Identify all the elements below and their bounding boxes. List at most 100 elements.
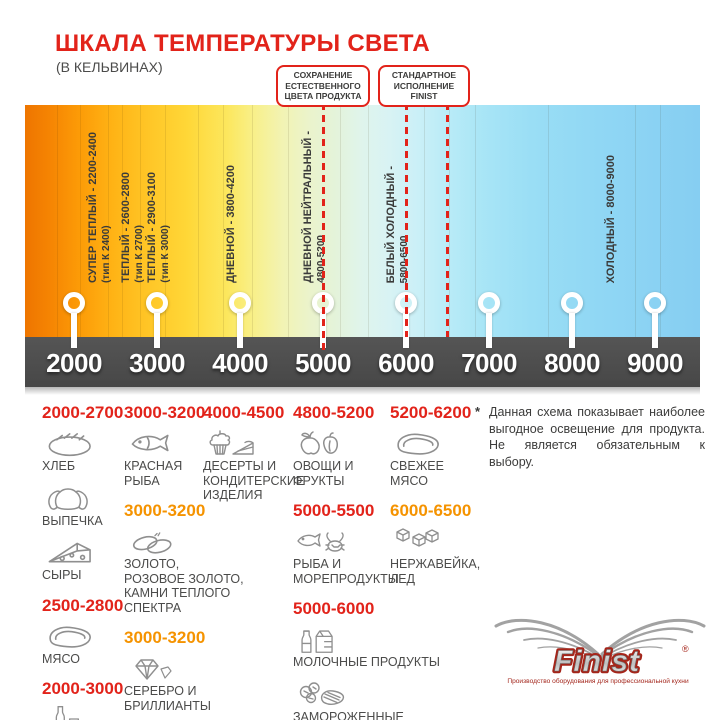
- category-item: КРАСНАЯ РЫБА: [124, 428, 244, 488]
- temperature-range-label: 2000-2700: [42, 403, 124, 422]
- zone-label: СУПЕР ТЕПЛЫЙ - 2200-2400 (тип К 2400): [86, 132, 114, 283]
- gradient-segment-divider: [340, 105, 341, 337]
- gradient-segment-divider: [252, 105, 253, 337]
- category-label: ЗАМОРОЖЕННЫЕ ПОЛУФАБРИКАТЫ: [293, 709, 404, 720]
- seafood-icon: [295, 526, 440, 556]
- zone-label-main: БЕЛЫЙ ХОЛОДНЫЙ -: [385, 165, 398, 283]
- registered-mark: ®: [682, 644, 689, 654]
- dairy-icon: [295, 624, 440, 654]
- temperature-range-label: 2000-3000: [42, 679, 124, 698]
- footnote-text: Данная схема показывает наиболее выгодно…: [489, 405, 705, 469]
- scale-marker-circle: [146, 292, 168, 314]
- category-label: СЫРЫ: [42, 568, 82, 582]
- kelvin-axis-bar: 2000 3000 4000 5000 6000 7000 8000 9000: [25, 337, 700, 387]
- gradient-segment-divider: [660, 105, 661, 337]
- zone-label: ТЕПЛЫЙ - 2900-3100 (тип К 3000): [145, 172, 173, 283]
- scale-marker-circle: [63, 292, 85, 314]
- category-block: 5000-5500 РЫБА И МОРЕПРОДУКТЫ: [293, 501, 440, 586]
- gradient-segment-divider: [475, 105, 476, 337]
- gradient-segment-divider: [548, 105, 549, 337]
- scale-marker-circle: [644, 292, 666, 314]
- wings-icon: [494, 618, 706, 663]
- brand-outline: Finist: [554, 645, 641, 678]
- scale-marker-stem: [237, 313, 243, 348]
- callout-standard-finist: СТАНДАРТНОЕ ИСПОЛНЕНИЕ FINIST: [378, 65, 470, 107]
- zone-label-sub: (тип К 2400): [100, 225, 112, 283]
- temperature-range-label: 4000-4500: [203, 403, 285, 422]
- category-block: 3000-3200 КРАСНАЯ РЫБА: [124, 403, 244, 488]
- axis-tick-label: 7000: [461, 348, 517, 378]
- category-item: АКОГОЛЬ: [42, 704, 123, 720]
- highlight-dashed-line: [404, 103, 408, 337]
- category-item: ДЕСЕРТЫ И КОНДИТЕРСКИЕ ИЗДЕЛИЯ: [203, 428, 304, 503]
- gradient-segment-divider: [80, 105, 81, 337]
- highlight-dashed-line: [446, 103, 449, 337]
- page-title: ШКАЛА ТЕМПЕРАТУРЫ СВЕТА: [55, 30, 430, 57]
- zone-label-main: ДНЕВНОЙ НЕЙТРАЛЬНЫЙ -: [302, 131, 315, 283]
- gradient-segment-divider: [198, 105, 199, 337]
- gradient-segment-divider: [122, 105, 123, 337]
- category-item: ЗОЛОТО, РОЗОВОЕ ЗОЛОТО, КАМНИ ТЕПЛОГО СП…: [124, 526, 244, 615]
- category-column: 5200-6200 СВЕЖЕЕ МЯСО 6000-6500 НЕРЖАВЕЙКА,…: [390, 403, 480, 599]
- temperature-range-label: 5000-5500: [293, 501, 375, 520]
- gradient-segment-divider: [57, 105, 58, 337]
- zone-label-main: СУПЕР ТЕПЛЫЙ - 2200-2400: [86, 131, 99, 283]
- alcohol-icon: [44, 704, 123, 720]
- category-label: ХЛЕБ: [42, 459, 76, 473]
- temperature-range-label: 4800-5200: [293, 403, 375, 422]
- frozen-icon: [295, 679, 440, 709]
- gradient-segment-divider: [108, 105, 109, 337]
- temperature-range-label: 5000-6000: [293, 599, 375, 618]
- category-label: ВЫПЕЧКА: [42, 513, 103, 528]
- category-column: 4000-4500 ДЕСЕРТЫ И КОНДИТЕРСКИЕ ИЗДЕЛИЯ: [203, 403, 304, 516]
- category-label: МЯСО: [42, 651, 80, 666]
- diamond-icon: [126, 653, 244, 683]
- highlight-dashed-line: [321, 103, 325, 355]
- temperature-range-label: 3000-3200: [124, 403, 206, 422]
- zone-label: ХОЛОДНЫЙ - 8000-9000: [604, 155, 618, 283]
- temperature-range-label: 3000-3200: [124, 501, 206, 520]
- category-block: 4000-4500 ДЕСЕРТЫ И КОНДИТЕРСКИЕ ИЗДЕЛИЯ: [203, 403, 304, 503]
- footnote-asterisk: *: [475, 404, 481, 419]
- zone-label: ТЕПЛЫЙ - 2600-2800 (тип К 2700): [119, 172, 147, 283]
- meat-icon: [44, 621, 123, 651]
- zone-label: БЕЛЫЙ ХОЛОДНЫЙ -5800-6500: [384, 166, 412, 283]
- category-item: ХЛЕБ: [42, 428, 123, 474]
- ice-icon: [392, 526, 480, 556]
- axis-tick-label: 3000: [129, 348, 185, 378]
- category-item: МОЛОЧНЫЕ ПРОДУКТЫ: [293, 624, 440, 670]
- axis-tick-label: 2000: [46, 348, 102, 378]
- category-block: 2000-2700 ХЛЕБ ВЫПЕЧКА СЫРЫ: [42, 403, 123, 583]
- gradient-segment-divider: [424, 105, 425, 337]
- fish-icon: [126, 428, 244, 458]
- temperature-range-label: 6000-6500: [390, 501, 472, 520]
- zone-label-main: ТЕПЛЫЙ - 2900-3100: [146, 172, 159, 283]
- category-item: СЕРЕБРО И БРИЛЛИАНТЫ: [124, 653, 244, 713]
- page-subtitle: (В КЕЛЬВИНАХ): [56, 59, 163, 75]
- category-block: 2000-3000 АКОГОЛЬ: [42, 679, 123, 720]
- temperature-range-label: 3000-3200: [124, 628, 206, 647]
- scale-marker-stem: [71, 313, 77, 348]
- category-label: ДЕСЕРТЫ И КОНДИТЕРСКИЕ ИЗДЕЛИЯ: [203, 459, 305, 502]
- logo-tagline: Производство оборудования для профессион…: [507, 677, 689, 685]
- rings-icon: [126, 526, 244, 556]
- category-label: ОВОЩИ И ФРУКТЫ: [293, 459, 354, 488]
- category-label: РЫБА И МОРЕПРОДУКТЫ: [293, 557, 399, 586]
- gradient-segment-divider: [165, 105, 166, 337]
- bread-icon: [44, 428, 123, 458]
- zone-label-main: ТЕПЛЫЙ - 2600-2800: [119, 172, 132, 283]
- temperature-range-label: 5200-6200: [390, 403, 472, 422]
- category-item: ЗАМОРОЖЕННЫЕ ПОЛУФАБРИКАТЫ: [293, 679, 440, 720]
- scale-marker-stem: [652, 313, 658, 348]
- gradient-segment-divider: [140, 105, 141, 337]
- category-block: 2500-2800 МЯСО: [42, 596, 123, 667]
- axis-tick-label: 4000: [212, 348, 268, 378]
- scale-marker-stem: [154, 313, 160, 348]
- category-item: ВЫПЕЧКА: [42, 483, 123, 529]
- category-item: НЕРЖАВЕЙКА, ЛЕД: [390, 526, 480, 586]
- category-item: СВЕЖЕЕ МЯСО: [390, 428, 480, 488]
- category-block: 5000-6000 МОЛОЧНЫЕ ПРОДУКТЫ ЗАМОРОЖЕННЫЕ П…: [293, 599, 440, 720]
- zone-label: ДНЕВНОЙ НЕЙТРАЛЬНЫЙ -4800-5200: [301, 131, 329, 283]
- category-block: 5200-6200 СВЕЖЕЕ МЯСО: [390, 403, 480, 488]
- scale-marker-circle: [229, 292, 251, 314]
